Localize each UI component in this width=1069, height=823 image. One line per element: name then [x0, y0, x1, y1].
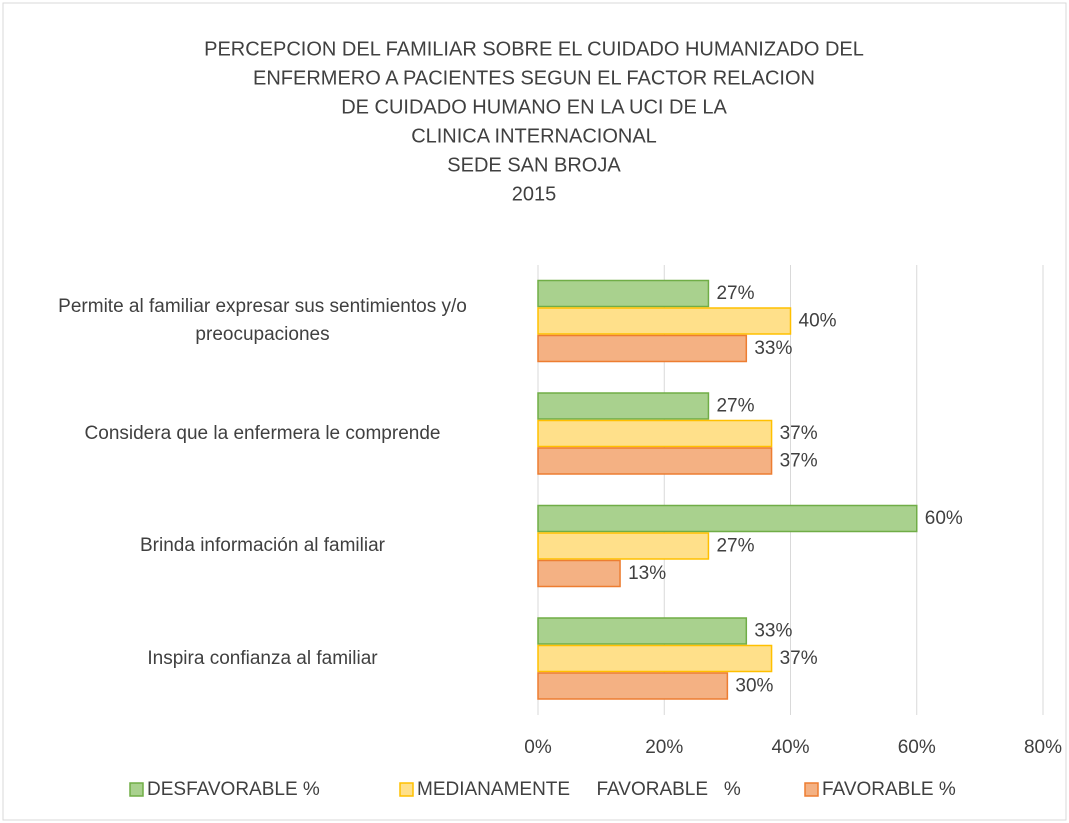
legend-swatch — [129, 782, 144, 797]
chart-title: CLINICA INTERNACIONAL — [411, 125, 657, 147]
legend-label: DESFAVORABLE % — [147, 779, 320, 800]
y-tick-label: Brinda información al familiar — [140, 535, 385, 557]
x-tick-label: 0% — [524, 737, 552, 758]
bar — [537, 447, 773, 475]
legend-label: MEDIANAMENTE FAVORABLE % — [417, 779, 741, 800]
x-tick-label: 20% — [645, 737, 683, 758]
data-label: 27% — [716, 395, 754, 416]
data-label: 60% — [925, 508, 963, 529]
bar — [537, 644, 773, 673]
data-label: 37% — [780, 450, 818, 471]
data-label: 33% — [754, 338, 792, 359]
x-tick-label: 80% — [1024, 737, 1062, 758]
data-label: 40% — [799, 310, 837, 331]
bar — [537, 419, 773, 448]
legend-label: FAVORABLE % — [822, 779, 956, 800]
chart-title: DE CUIDADO HUMANO EN LA UCI DE LA — [341, 96, 727, 118]
bar — [537, 307, 792, 335]
bar — [537, 392, 710, 420]
y-tick-label: Permite al familiar expresar sus sentimi… — [58, 296, 467, 346]
bar — [537, 617, 748, 645]
data-label: 37% — [780, 423, 818, 444]
bar — [537, 334, 748, 363]
x-tick-label: 40% — [771, 737, 809, 758]
y-tick-label: Inspira confianza al familiar — [147, 647, 378, 669]
x-tick-label: 60% — [898, 737, 936, 758]
chart-title: PERCEPCION DEL FAMILIAR SOBRE EL CUIDADO… — [204, 38, 864, 60]
y-tick-label: Considera que la enfermera le comprende — [84, 422, 441, 444]
legend-swatch — [399, 782, 414, 797]
data-label: 33% — [754, 620, 792, 641]
bar — [537, 504, 918, 533]
data-label: 37% — [780, 648, 818, 669]
data-label: 27% — [716, 535, 754, 556]
bar — [537, 532, 710, 560]
chart-title: SEDE SAN BROJA — [447, 154, 621, 176]
chart-title: ENFERMERO A PACIENTES SEGUN EL FACTOR RE… — [253, 67, 815, 89]
data-label: 30% — [735, 675, 773, 696]
chart-title: 2015 — [512, 183, 557, 205]
bar — [537, 559, 621, 588]
bar — [537, 672, 729, 700]
data-label: 13% — [628, 563, 666, 584]
bar — [537, 279, 710, 308]
data-label: 27% — [716, 283, 754, 304]
legend-swatch — [804, 782, 819, 797]
